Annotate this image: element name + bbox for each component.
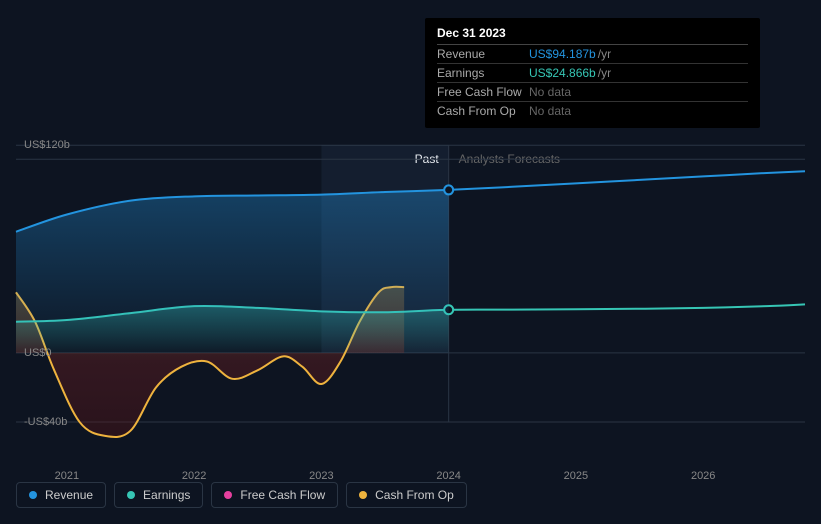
legend-dot-icon bbox=[224, 491, 232, 499]
tooltip-row: Free Cash FlowNo data bbox=[437, 82, 748, 101]
legend-item-cash-from-op[interactable]: Cash From Op bbox=[346, 482, 467, 508]
tooltip-row: RevenueUS$94.187b /yr bbox=[437, 44, 748, 63]
tooltip-unit: /yr bbox=[598, 47, 611, 61]
tooltip-label: Cash From Op bbox=[437, 104, 529, 118]
legend-label: Earnings bbox=[143, 488, 190, 502]
tooltip-row: Cash From OpNo data bbox=[437, 101, 748, 120]
legend-dot-icon bbox=[359, 491, 367, 499]
x-axis-label: 2021 bbox=[55, 470, 79, 482]
y-axis-label: US$0 bbox=[24, 347, 52, 359]
hover-tooltip: Dec 31 2023 RevenueUS$94.187b /yrEarning… bbox=[425, 18, 760, 128]
y-axis-label: US$120b bbox=[24, 139, 70, 151]
tooltip-value: US$24.866b bbox=[529, 66, 596, 80]
tooltip-label: Free Cash Flow bbox=[437, 85, 529, 99]
legend-label: Cash From Op bbox=[375, 488, 454, 502]
chart-plot-area[interactable]: US$120b US$0 -US$40b bbox=[16, 128, 805, 448]
tooltip-label: Revenue bbox=[437, 47, 529, 61]
y-axis-label: -US$40b bbox=[24, 416, 67, 428]
tooltip-nodata: No data bbox=[529, 104, 571, 118]
legend-item-free-cash-flow[interactable]: Free Cash Flow bbox=[211, 482, 338, 508]
legend-dot-icon bbox=[29, 491, 37, 499]
tooltip-label: Earnings bbox=[437, 66, 529, 80]
legend: Revenue Earnings Free Cash Flow Cash From O… bbox=[16, 482, 467, 508]
x-axis-label: 2026 bbox=[691, 470, 715, 482]
legend-label: Revenue bbox=[45, 488, 93, 502]
legend-item-revenue[interactable]: Revenue bbox=[16, 482, 106, 508]
chart-container: Dec 31 2023 RevenueUS$94.187b /yrEarning… bbox=[0, 0, 821, 524]
tooltip-value: US$94.187b bbox=[529, 47, 596, 61]
x-axis-label: 2023 bbox=[309, 470, 333, 482]
tooltip-date: Dec 31 2023 bbox=[437, 26, 748, 40]
x-axis-label: 2025 bbox=[564, 470, 588, 482]
tooltip-unit: /yr bbox=[598, 66, 611, 80]
x-axis-label: 2024 bbox=[436, 470, 460, 482]
legend-label: Free Cash Flow bbox=[240, 488, 325, 502]
legend-dot-icon bbox=[127, 491, 135, 499]
legend-item-earnings[interactable]: Earnings bbox=[114, 482, 203, 508]
chart-svg bbox=[16, 128, 805, 448]
tooltip-row: EarningsUS$24.866b /yr bbox=[437, 63, 748, 82]
x-axis-label: 2022 bbox=[182, 470, 206, 482]
tooltip-nodata: No data bbox=[529, 85, 571, 99]
